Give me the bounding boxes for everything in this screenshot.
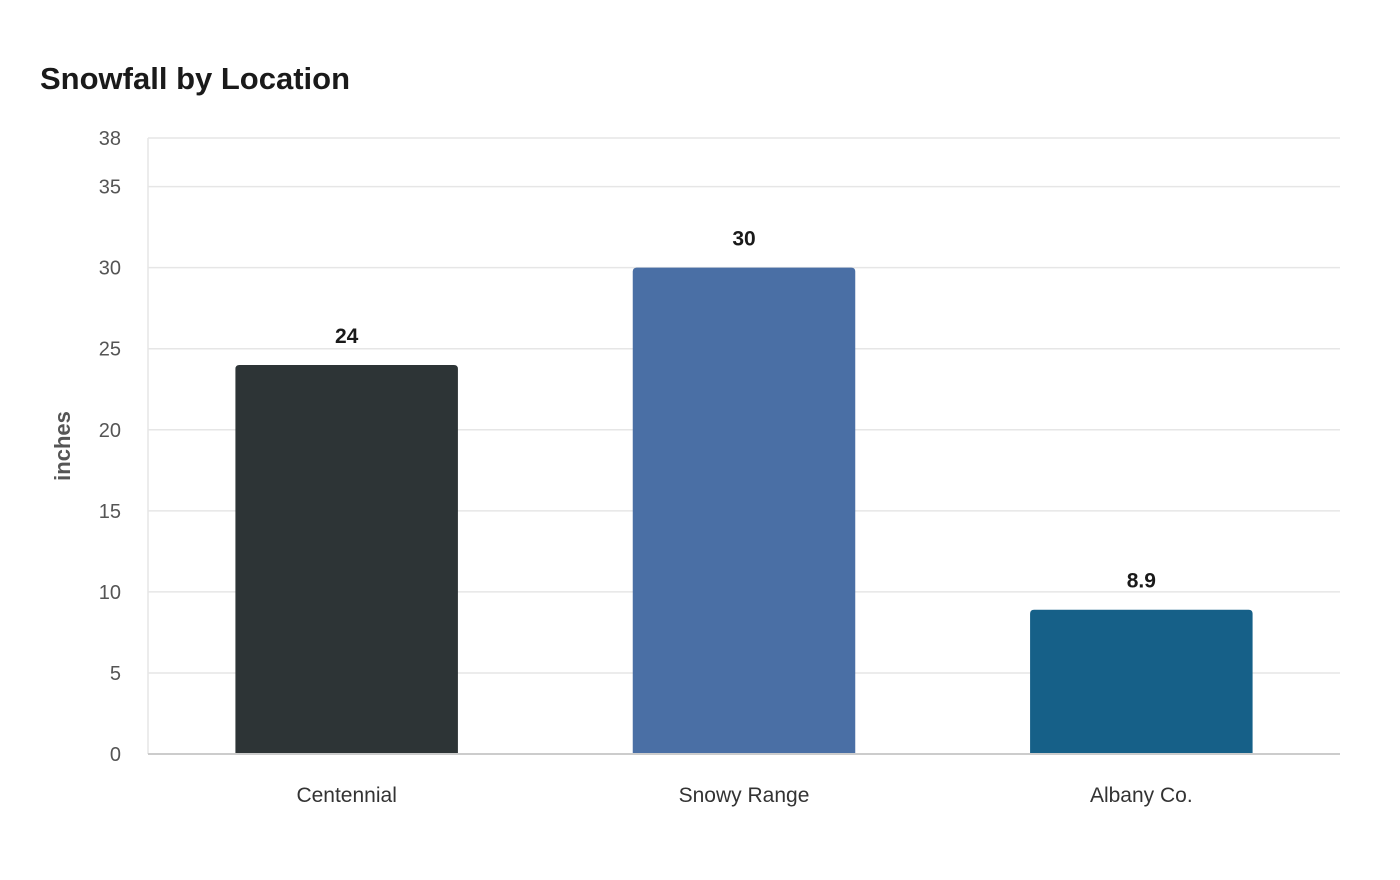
bar-snowy-range	[632, 267, 856, 754]
y-tick-label: 10	[99, 582, 121, 604]
data-label: 24	[335, 325, 359, 348]
y-tick-label: 15	[99, 501, 121, 523]
y-tick-label: 0	[110, 744, 121, 766]
bars	[235, 267, 1253, 754]
bar-centennial	[235, 364, 458, 754]
x-tick-labels: Centennial Snowy Range Albany Co.	[296, 784, 1192, 807]
data-label: 8.9	[1127, 570, 1156, 593]
x-tick-label: Snowy Range	[679, 784, 810, 807]
y-tick-label: 20	[99, 420, 121, 442]
bar-albany-co	[1030, 609, 1253, 754]
y-tick-labels: 0 5 10 15 20 25 30 35 38	[99, 128, 121, 766]
data-label: 30	[732, 228, 755, 251]
y-tick-label: 5	[110, 663, 121, 685]
y-axis-title: inches	[50, 411, 75, 481]
x-tick-label: Albany Co.	[1090, 784, 1193, 807]
axes	[147, 138, 1340, 755]
y-tick-label: 30	[99, 258, 121, 280]
y-tick-label: 25	[99, 339, 121, 361]
chart-title: Snowfall by Location	[40, 61, 351, 96]
y-tick-label: 35	[99, 177, 121, 199]
data-labels: 24 30 8.9	[335, 228, 1156, 593]
y-tick-label: 38	[99, 128, 121, 150]
x-tick-label: Centennial	[296, 784, 396, 807]
